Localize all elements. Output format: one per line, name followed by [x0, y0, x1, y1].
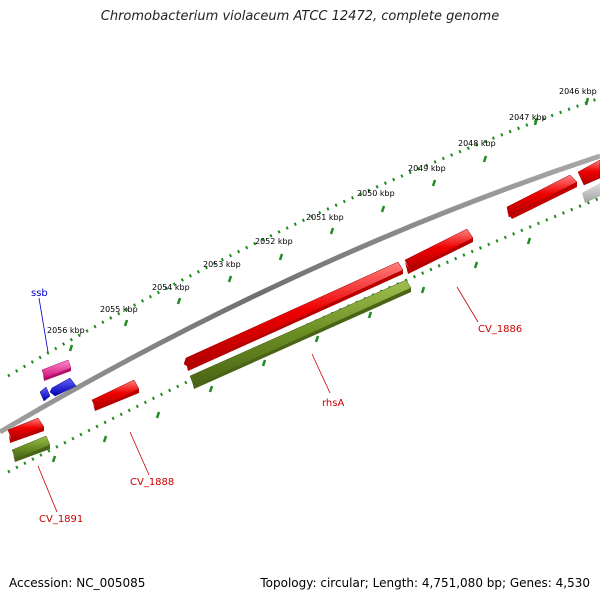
tick-mark	[227, 275, 233, 283]
tick-mark	[278, 253, 284, 261]
inner-major-ticks	[51, 237, 532, 463]
tick-label: 2052 kbp	[255, 237, 293, 246]
tick-label: 2048 kbp	[458, 139, 496, 148]
gene-CV_1891[interactable]	[11, 435, 51, 462]
map-title: Chromobacterium violaceum ATCC 12472, co…	[100, 9, 500, 24]
genome-summary-text: Topology: circular; Length: 4,751,080 bp…	[260, 576, 590, 590]
cds-rhsA[interactable]	[183, 261, 404, 371]
tick-mark	[473, 261, 479, 269]
accession-text: Accession: NC_005085	[9, 576, 146, 590]
tick-mark	[261, 359, 267, 367]
gene-rhsA[interactable]	[189, 279, 412, 389]
genome-backbone	[0, 153, 600, 435]
gene-label-ssb[interactable]: ssb	[31, 288, 48, 299]
leader-CV_1886	[456, 286, 479, 323]
tick-label: 2054 kbp	[152, 283, 190, 292]
tick-label: 2053 kbp	[203, 260, 241, 269]
outer-major-ticks	[68, 97, 590, 352]
tick-label: 2055 kbp	[100, 305, 138, 314]
tick-mark	[367, 311, 373, 319]
tick-label: 2050 kbp	[357, 189, 395, 198]
cds-CV_1888[interactable]	[91, 379, 140, 411]
cds-gene-edge-right[interactable]	[577, 159, 600, 186]
tick-label: 2046 kbp	[559, 87, 597, 96]
cds-CV_1886-upper[interactable]	[506, 174, 578, 219]
cds-CV_1891[interactable]	[7, 417, 45, 443]
tick-mark	[123, 319, 129, 327]
gene-label-CV_1891[interactable]: CV_1891	[39, 514, 83, 525]
tick-label: 2049 kbp	[408, 164, 446, 173]
tick-mark	[533, 117, 539, 126]
tick-mark	[68, 344, 74, 352]
leader-CV_1888	[129, 431, 150, 476]
tick-mark	[208, 385, 214, 393]
tick-mark	[314, 335, 320, 343]
tick-mark	[176, 297, 182, 305]
leader-CV_1891	[37, 465, 58, 513]
leader-rhsA	[311, 353, 331, 394]
gene-small-blue[interactable]	[39, 386, 51, 402]
tick-mark	[431, 179, 437, 187]
tick-label: 2051 kbp	[306, 213, 344, 222]
cds-CV_1886[interactable]	[404, 228, 474, 274]
tick-mark	[102, 435, 108, 443]
tick-mark	[380, 205, 386, 213]
tick-mark	[526, 237, 532, 245]
leader-ssb	[38, 297, 49, 353]
tick-label: 2047 kbp	[509, 113, 547, 122]
gene-label-rhsA[interactable]: rhsA	[322, 398, 344, 409]
tick-mark	[482, 155, 488, 163]
tick-mark	[329, 227, 335, 235]
grey-gene-edge-right[interactable]	[582, 183, 600, 203]
gene-ssb-pink[interactable]	[41, 359, 72, 381]
gene-label-CV_1886[interactable]: CV_1886	[478, 324, 522, 335]
tick-label: 2056 kbp	[47, 326, 85, 335]
gene-ssb-blue[interactable]	[49, 377, 77, 397]
tick-mark	[51, 455, 57, 463]
gene-label-CV_1888[interactable]: CV_1888	[130, 477, 174, 488]
tick-mark	[155, 411, 161, 419]
tick-mark	[584, 97, 590, 106]
tick-mark	[420, 286, 426, 294]
